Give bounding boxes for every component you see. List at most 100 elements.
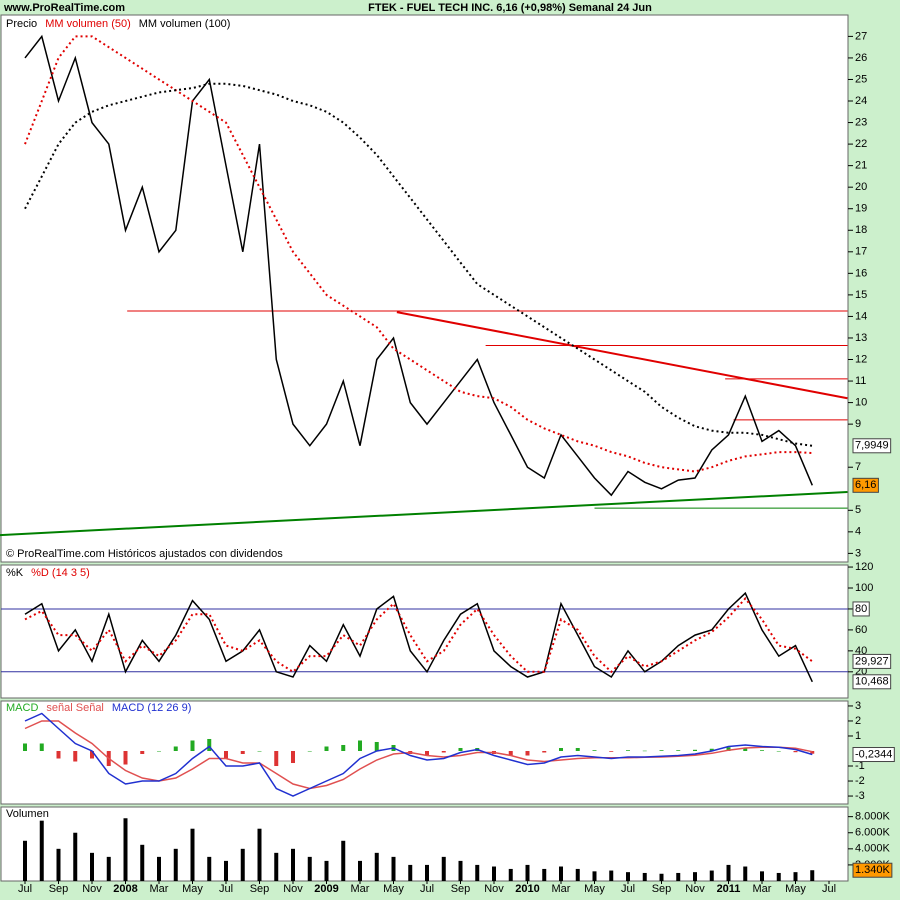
x-tick-label: May — [182, 883, 203, 895]
x-tick-label: Jul — [219, 883, 233, 895]
bar — [626, 750, 630, 751]
legend-entry: Volumen — [6, 808, 49, 820]
bar — [793, 750, 798, 753]
x-tick-label: Mar — [552, 883, 571, 895]
y-tick-label: 2 — [855, 715, 861, 727]
x-tick-label: Sep — [49, 883, 69, 895]
trend-line — [396, 311, 848, 400]
bar — [659, 873, 664, 881]
y-tick-label: 3 — [855, 547, 861, 559]
bar — [123, 818, 128, 881]
bar — [307, 750, 312, 752]
site: www.ProRealTime.com — [3, 2, 125, 14]
bar — [425, 750, 429, 756]
trend-line — [0, 490, 848, 537]
bar — [642, 872, 647, 881]
y-tick-label: 27 — [855, 30, 867, 42]
bar — [391, 856, 396, 881]
value-label: 7,9949 — [855, 440, 889, 452]
bar — [542, 868, 547, 881]
series-line — [24, 34, 813, 497]
value-label: 1.340K — [855, 864, 891, 876]
y-tick-label: 6.000K — [855, 827, 891, 839]
bar — [559, 747, 563, 751]
value-label-box — [852, 862, 893, 878]
bar — [676, 872, 681, 881]
y-tick-label: -1 — [855, 760, 865, 772]
x-tick-label: 2011 — [717, 883, 741, 895]
bar — [626, 872, 630, 881]
x-tick-label: May — [785, 883, 806, 895]
bar — [726, 864, 731, 881]
y-tick-label: 4 — [855, 526, 861, 538]
bar — [39, 743, 44, 751]
y-tick-label: -2 — [855, 775, 865, 787]
bar — [56, 848, 61, 881]
legend-entry: señal Señal — [46, 702, 104, 714]
bar — [23, 743, 27, 751]
legend-entry: Precio — [6, 18, 37, 30]
value-label-box — [852, 674, 892, 690]
bar — [73, 832, 78, 881]
bar — [458, 860, 463, 881]
bar — [240, 848, 245, 881]
x-tick-label: Mar — [351, 883, 370, 895]
bar — [642, 750, 647, 752]
x-tick-label: Jul — [621, 883, 635, 895]
bar — [810, 870, 815, 881]
y-tick-label: 19 — [855, 203, 867, 215]
x-tick-label: 2008 — [113, 883, 137, 895]
bar — [257, 828, 262, 881]
series-line — [24, 82, 813, 447]
y-tick-label: 4.000K — [855, 843, 891, 855]
bar — [743, 866, 748, 881]
x-tick-label: May — [383, 883, 404, 895]
x-tick-label: Nov — [484, 883, 504, 895]
bar — [609, 750, 614, 752]
bar — [307, 856, 312, 881]
legend-entry: MM volumen (100) — [139, 18, 231, 30]
bar — [575, 747, 580, 751]
bar — [257, 750, 262, 752]
bar — [458, 747, 463, 751]
bar — [592, 871, 597, 881]
bar — [140, 750, 145, 755]
bar — [542, 750, 547, 753]
bar — [90, 750, 94, 759]
bar — [56, 750, 61, 759]
bar — [441, 856, 446, 881]
y-tick-label: 7 — [855, 461, 861, 473]
y-tick-label: 60 — [855, 624, 867, 636]
bar — [408, 864, 413, 881]
y-tick-label: 13 — [855, 332, 867, 344]
value-label-box — [852, 438, 892, 454]
bar — [525, 864, 530, 881]
bar — [324, 860, 329, 881]
bar — [207, 856, 212, 881]
x-tick-label: Nov — [82, 883, 102, 895]
bar — [709, 748, 714, 751]
bar — [73, 750, 78, 762]
bar — [793, 872, 798, 881]
y-tick-label: 120 — [855, 561, 873, 573]
x-tick-label: Nov — [283, 883, 303, 895]
y-tick-label: 26 — [855, 52, 867, 64]
bar — [508, 868, 513, 881]
series-line — [24, 712, 813, 797]
x-tick-label: 2010 — [515, 883, 539, 895]
series-line — [24, 591, 813, 683]
value-label-box — [852, 601, 870, 617]
bar — [224, 860, 228, 881]
x-tick-label: Mar — [753, 883, 772, 895]
x-tick-label: Mar — [150, 883, 169, 895]
bar — [140, 844, 145, 881]
bar — [190, 828, 195, 881]
bar — [810, 750, 815, 754]
bar — [760, 871, 764, 881]
y-tick-label: 24 — [855, 95, 867, 107]
y-tick-label: 40 — [855, 645, 867, 657]
bar — [341, 840, 346, 881]
y-tick-label: 23 — [855, 116, 867, 128]
y-tick-label: 22 — [855, 138, 867, 150]
